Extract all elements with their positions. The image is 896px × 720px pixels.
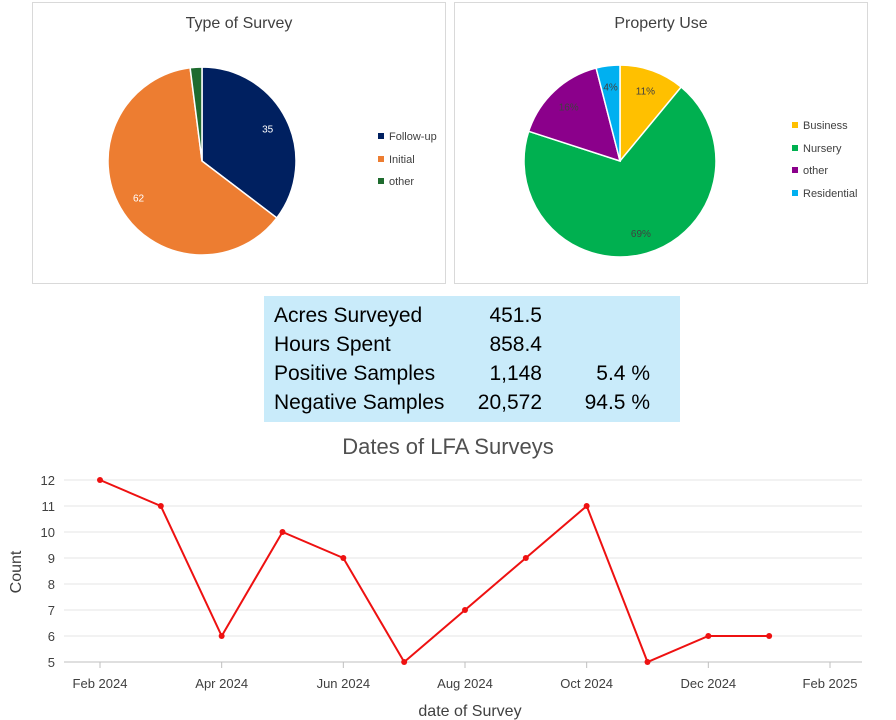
stat-label: Hours Spent bbox=[274, 333, 391, 356]
data-point bbox=[157, 503, 164, 509]
stat-percent: 94.5 % bbox=[584, 391, 650, 414]
legend-swatch bbox=[792, 189, 798, 196]
pie-slice-business bbox=[619, 64, 683, 164]
legend-swatch bbox=[792, 167, 798, 173]
y-tick-label: 11 bbox=[42, 499, 56, 514]
legend-label: Nursery bbox=[803, 142, 842, 155]
type-of-survey-pie: 35 62 bbox=[107, 66, 297, 256]
legend-swatch bbox=[792, 122, 798, 128]
x-tick-label: Jun 2024 bbox=[317, 676, 371, 691]
stat-label: Negative Samples bbox=[274, 391, 445, 414]
legend-item-other: other bbox=[792, 165, 857, 188]
x-tick-label: Feb 2025 bbox=[803, 676, 858, 691]
pie-data-label: 62 bbox=[133, 194, 145, 205]
legend-label: other bbox=[803, 165, 829, 177]
legend-item-residential: Residential bbox=[792, 188, 857, 211]
y-tick-label: 7 bbox=[48, 603, 55, 618]
y-axis-label: Count bbox=[8, 550, 25, 593]
pie-slice-other bbox=[527, 67, 622, 163]
property-use-panel: Property Use 11% 69% 16% 4% Business Nursery… bbox=[454, 2, 868, 284]
legend-item-initial: Initial bbox=[378, 154, 437, 177]
stat-value: 451.5 bbox=[489, 304, 542, 327]
x-tick-label: Aug 2024 bbox=[437, 676, 493, 691]
data-point bbox=[644, 659, 651, 665]
data-point bbox=[401, 659, 408, 665]
stat-value: 1,148 bbox=[489, 362, 542, 385]
survey-stats-table: Acres Surveyed 451.5 Hours Spent 858.4 P… bbox=[264, 296, 680, 422]
data-point bbox=[583, 503, 590, 509]
property-use-pie: 11% 69% 16% 4% bbox=[523, 64, 717, 258]
legend-label: other bbox=[389, 176, 415, 188]
legend-item-other: other bbox=[378, 176, 437, 199]
x-tick-label: Apr 2024 bbox=[195, 676, 248, 691]
y-tick-label: 9 bbox=[48, 551, 55, 566]
legend-swatch bbox=[378, 178, 384, 184]
legend-label: Residential bbox=[803, 187, 858, 200]
y-tick-label: 12 bbox=[41, 473, 55, 488]
legend-swatch bbox=[792, 144, 798, 151]
pie-data-label: 11% bbox=[636, 87, 655, 98]
legend-item-nursery: Nursery bbox=[792, 143, 857, 166]
pie-slice-nursery bbox=[523, 85, 717, 258]
x-axis-label: date of Survey bbox=[418, 703, 521, 720]
data-point bbox=[522, 555, 529, 561]
y-tick-label: 5 bbox=[48, 655, 55, 670]
stat-label: Positive Samples bbox=[274, 362, 436, 385]
stat-value: 858.4 bbox=[489, 333, 542, 356]
legend-label: Business bbox=[803, 120, 848, 132]
pie-slice-follow-up bbox=[201, 66, 297, 219]
legend-item-business: Business bbox=[792, 120, 857, 143]
legend-label: Follow-up bbox=[389, 131, 437, 143]
data-point bbox=[97, 477, 103, 483]
pie-slice-residential bbox=[595, 64, 621, 162]
legend-swatch bbox=[378, 133, 384, 139]
legend-swatch bbox=[378, 155, 384, 162]
pie-slice-other bbox=[189, 66, 203, 162]
type-of-survey-legend: Follow-up Initial other bbox=[378, 131, 437, 199]
type-of-survey-panel: Type of Survey 35 62 Follow-up Initial othe… bbox=[32, 2, 446, 284]
pie-slice-initial bbox=[107, 66, 278, 256]
legend-label: Initial bbox=[389, 153, 415, 166]
y-tick-label: 6 bbox=[48, 629, 55, 644]
pie-data-label: 35 bbox=[262, 124, 274, 135]
property-use-legend: Business Nursery other Residential bbox=[792, 120, 857, 210]
pie-data-label: 4% bbox=[603, 83, 618, 94]
stat-percent: 5.4 % bbox=[596, 362, 650, 385]
data-point bbox=[766, 633, 773, 639]
x-tick-label: Dec 2024 bbox=[681, 676, 737, 691]
stat-label: Acres Surveyed bbox=[274, 304, 423, 327]
x-tick-label: Oct 2024 bbox=[560, 676, 613, 691]
pie-data-label: 69% bbox=[631, 229, 651, 240]
data-point bbox=[462, 607, 468, 613]
data-point bbox=[279, 529, 286, 535]
y-tick-label: 10 bbox=[41, 525, 55, 540]
property-use-title: Property Use bbox=[614, 15, 708, 32]
y-tick-label: 8 bbox=[48, 577, 55, 592]
pie-data-label: 16% bbox=[559, 102, 579, 113]
series-line bbox=[99, 479, 770, 664]
data-point bbox=[218, 633, 225, 639]
x-tick-label: Feb 2024 bbox=[73, 676, 128, 691]
stat-value: 20,572 bbox=[477, 391, 542, 414]
data-point bbox=[705, 633, 712, 639]
legend-item-follow-up: Follow-up bbox=[378, 131, 437, 154]
type-of-survey-title: Type of Survey bbox=[185, 15, 293, 32]
line-chart-title: Dates of LFA Surveys bbox=[342, 434, 554, 459]
data-point bbox=[340, 555, 347, 561]
